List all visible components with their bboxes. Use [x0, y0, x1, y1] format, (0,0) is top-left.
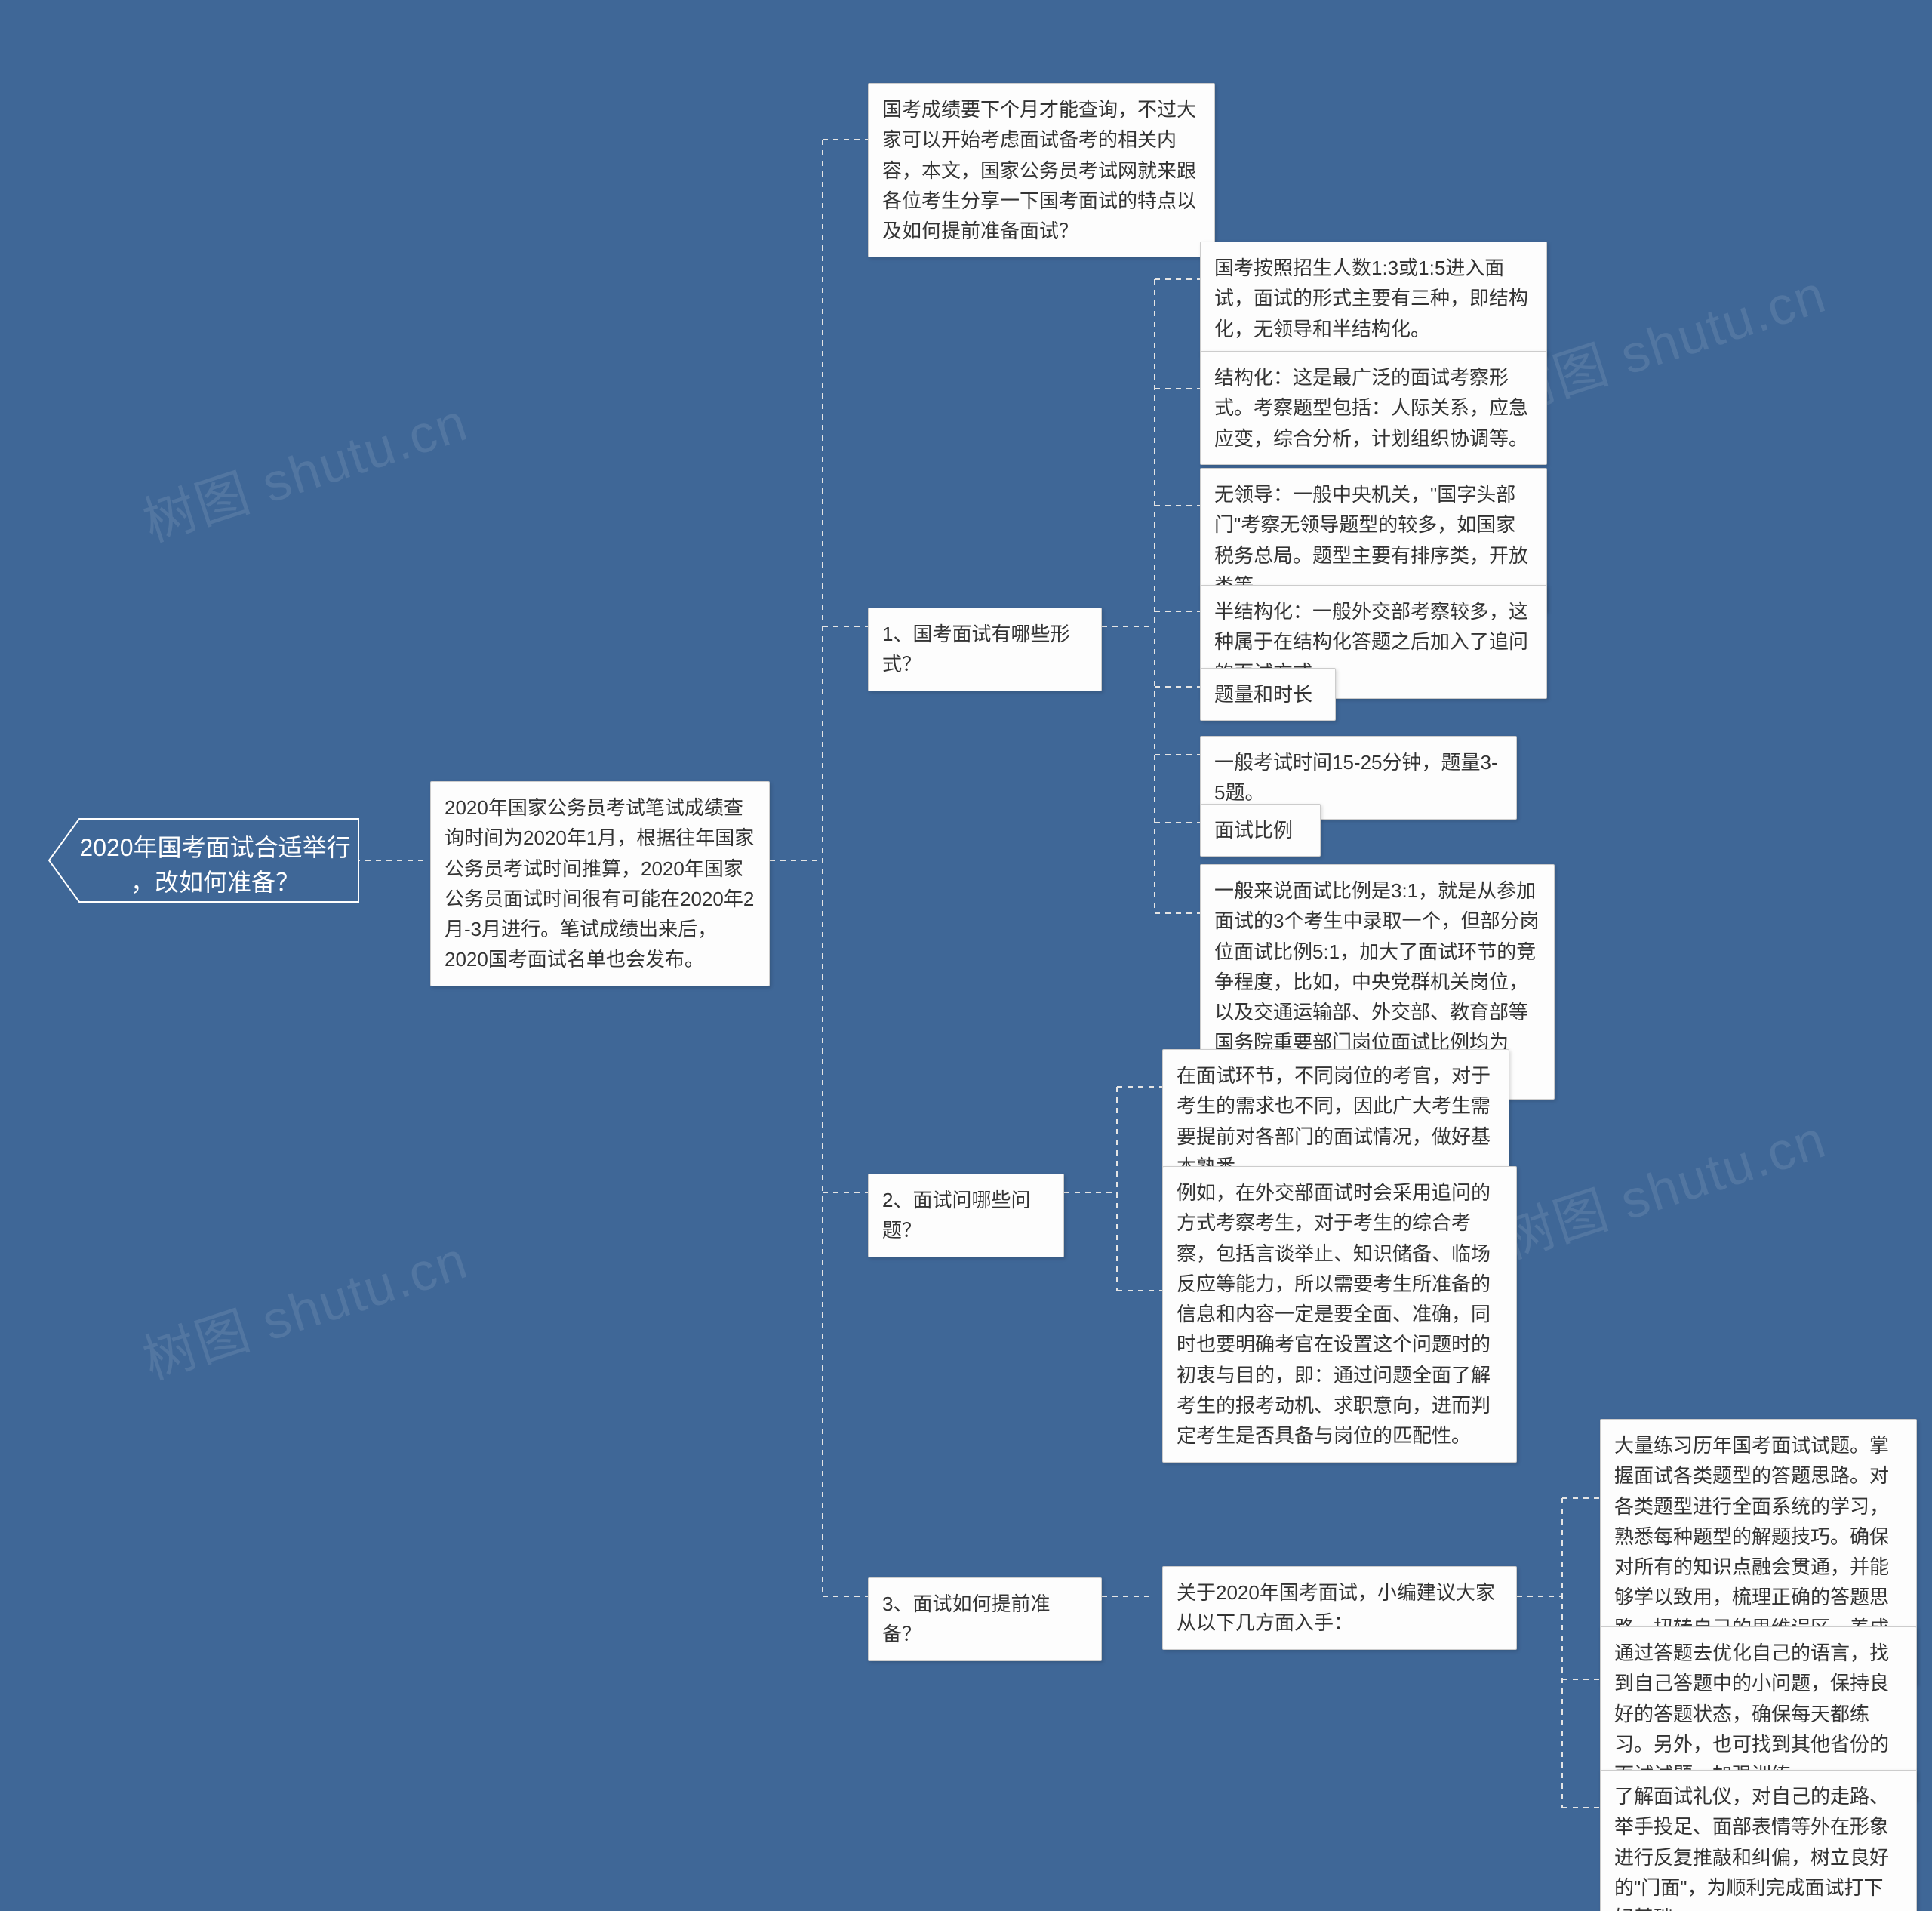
q1-node: 1、国考面试有哪些形式？ [868, 608, 1102, 691]
q2-node: 2、面试问哪些问题？ [868, 1174, 1064, 1257]
watermark: 树图 shutu.cn [1491, 1097, 1834, 1274]
intro-node: 2020年国家公务员考试笔试成绩查询时间为2020年1月，根据往年国家公务员考试… [430, 781, 770, 986]
q3-node: 3、面试如何提前准备？ [868, 1577, 1102, 1661]
b1-n2: 结构化：这是最广泛的面试考察形式。考察题型包括：人际关系，应急应变，综合分析，计… [1200, 351, 1547, 465]
b3-n0: 关于2020年国考面试，小编建议大家从以下几方面入手： [1162, 1566, 1517, 1650]
watermark: 树图 shutu.cn [132, 380, 475, 557]
root-line2: ，改如何准备？ [79, 863, 351, 898]
b1-n7: 面试比例 [1200, 804, 1321, 857]
b1-n1: 国考按照招生人数1:3或1:5进入面试，面试的形式主要有三种，即结构化，无领导和… [1200, 242, 1547, 355]
watermark: 树图 shutu.cn [132, 1218, 475, 1395]
b3-n3: 了解面试礼仪，对自己的走路、举手投足、面部表情等外在形象进行反复推敲和纠偏，树立… [1600, 1770, 1917, 1911]
b1-n5: 题量和时长 [1200, 668, 1336, 721]
root-node: 2020年国考面试合适举行 ，改如何准备？ [79, 829, 351, 898]
summary-node: 国考成绩要下个月才能查询，不过大家可以开始考虑面试备考的相关内容，本文，国家公务… [868, 83, 1215, 257]
b2-n2: 例如，在外交部面试时会采用追问的方式考察考生，对于考生的综合考察，包括言谈举止、… [1162, 1166, 1517, 1463]
root-line1: 2020年国考面试合适举行 [79, 829, 351, 863]
